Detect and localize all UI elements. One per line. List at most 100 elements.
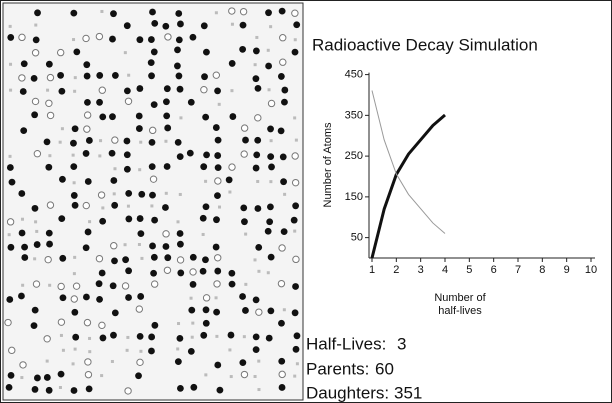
atom xyxy=(177,385,184,392)
atom xyxy=(96,72,104,79)
atom xyxy=(291,309,299,317)
atom xyxy=(239,21,247,29)
half-lives-value: 3 xyxy=(397,334,406,353)
atom xyxy=(291,48,299,56)
atom xyxy=(239,293,246,300)
atom xyxy=(97,191,106,199)
atom xyxy=(268,163,275,171)
atom xyxy=(135,112,143,120)
atom xyxy=(174,46,181,54)
half-lives-label: Half-Lives: xyxy=(306,334,386,353)
atom xyxy=(95,32,104,41)
atom xyxy=(83,125,91,133)
atom xyxy=(21,254,29,261)
atom xyxy=(255,308,263,316)
atom xyxy=(57,71,65,79)
y-tick-label: 450 xyxy=(345,69,363,81)
atom xyxy=(139,349,143,353)
atom-field xyxy=(4,7,301,395)
atom xyxy=(111,309,119,317)
atom xyxy=(33,257,37,261)
atom xyxy=(20,127,28,135)
atom xyxy=(191,321,195,325)
atom xyxy=(150,269,157,277)
atom xyxy=(95,254,104,263)
atom xyxy=(278,319,285,327)
atom xyxy=(214,152,222,159)
atom xyxy=(200,22,208,30)
atom xyxy=(279,58,287,66)
atom xyxy=(8,346,16,355)
atom xyxy=(72,282,81,290)
atom xyxy=(294,138,298,142)
atom xyxy=(5,383,13,391)
atom xyxy=(212,124,220,131)
atom xyxy=(110,177,118,184)
atom xyxy=(164,254,172,262)
atom xyxy=(83,111,92,119)
atom xyxy=(202,256,209,264)
atom xyxy=(125,190,133,197)
atom xyxy=(58,385,62,389)
daughters-label: Daughters: xyxy=(306,383,389,402)
atom xyxy=(216,386,224,394)
atom xyxy=(73,48,81,56)
atom xyxy=(57,370,65,378)
atom xyxy=(45,359,49,363)
atom xyxy=(19,361,27,369)
atom xyxy=(291,178,300,187)
atom xyxy=(291,152,299,160)
atom xyxy=(266,48,270,52)
x-tick-label: 2 xyxy=(393,264,399,276)
atom xyxy=(82,244,90,252)
atom xyxy=(18,229,26,237)
y-tick-label: 50 xyxy=(351,232,363,244)
atom xyxy=(163,112,171,120)
atom xyxy=(70,295,78,303)
y-axis-label: Number of Atoms xyxy=(322,122,334,207)
atom xyxy=(125,348,129,352)
atom xyxy=(228,7,236,15)
atom xyxy=(112,192,116,196)
atom xyxy=(59,254,67,262)
atom xyxy=(61,348,65,352)
atom xyxy=(9,88,13,92)
atom xyxy=(82,201,90,210)
atom xyxy=(31,97,40,106)
atom xyxy=(190,335,194,339)
atom xyxy=(240,370,249,379)
atom xyxy=(278,357,286,365)
atom xyxy=(163,98,170,106)
atom xyxy=(109,282,117,290)
atom xyxy=(70,9,78,17)
series-line xyxy=(371,90,446,234)
atom xyxy=(110,359,114,363)
atom xyxy=(70,163,78,170)
atom xyxy=(279,34,287,42)
atom xyxy=(281,98,288,106)
atom xyxy=(200,331,208,339)
atom xyxy=(240,204,248,212)
atom xyxy=(96,295,103,303)
atom xyxy=(148,333,156,341)
atom xyxy=(60,127,64,131)
atom xyxy=(101,206,105,210)
atom xyxy=(99,217,107,225)
atom xyxy=(175,36,183,44)
atom xyxy=(138,190,146,198)
atom xyxy=(228,60,236,67)
atom xyxy=(150,101,158,109)
atom xyxy=(58,140,62,144)
atom xyxy=(31,386,39,393)
atom xyxy=(18,33,26,42)
atom xyxy=(230,89,234,93)
atom xyxy=(295,362,299,366)
atom xyxy=(267,153,275,160)
atom xyxy=(283,192,287,196)
atom xyxy=(88,220,92,224)
atom xyxy=(19,88,27,95)
atom xyxy=(34,374,41,382)
atom xyxy=(228,163,236,171)
atom xyxy=(253,374,257,378)
atom xyxy=(228,190,232,194)
